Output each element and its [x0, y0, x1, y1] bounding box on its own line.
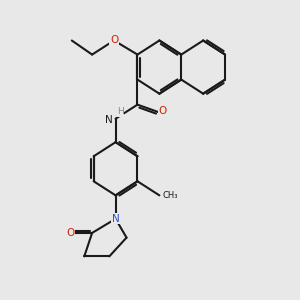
- Text: O: O: [110, 35, 118, 46]
- Text: N: N: [112, 214, 119, 224]
- Text: O: O: [66, 228, 74, 238]
- Text: O: O: [158, 106, 166, 116]
- Text: H: H: [117, 107, 124, 116]
- Text: N: N: [105, 115, 112, 125]
- Text: CH₃: CH₃: [163, 191, 178, 200]
